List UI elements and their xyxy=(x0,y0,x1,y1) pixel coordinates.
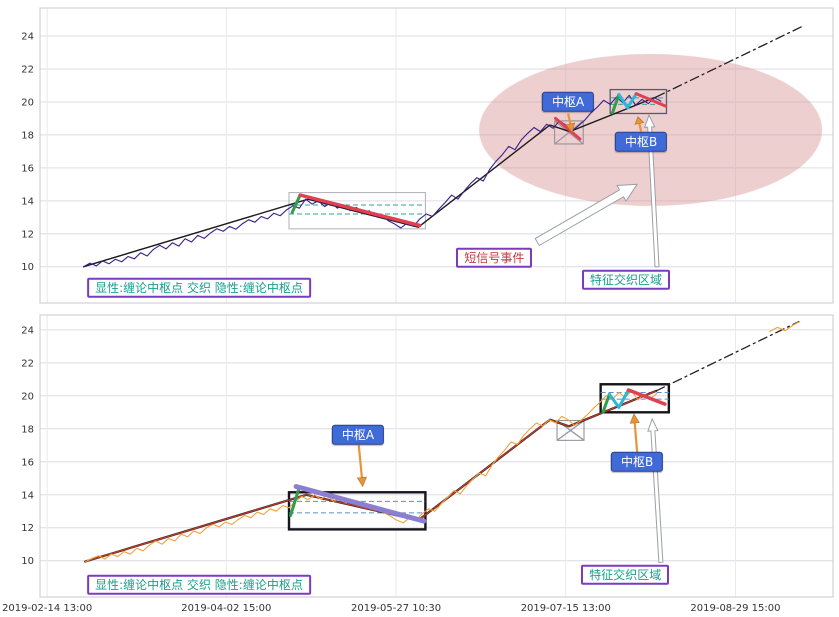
segment-cyan xyxy=(617,92,638,110)
orange-arrow-head xyxy=(634,116,645,125)
segment-cyan xyxy=(607,388,630,409)
interweave-cross-line xyxy=(554,120,584,145)
segment-green xyxy=(290,193,302,214)
segment-red xyxy=(626,388,667,406)
segment-green xyxy=(611,93,621,115)
x-tick-label: 2019-02-14 13:00 xyxy=(2,603,92,614)
orange-arrow-head xyxy=(565,122,576,134)
y-tick-label: 14 xyxy=(21,490,34,501)
segment-green xyxy=(601,392,611,414)
pivot-box xyxy=(287,491,427,531)
plot-border xyxy=(39,7,834,304)
y-tick-label: 20 xyxy=(21,97,34,108)
bottom-chart-group: 10 12 14 16 18 20 22 24 2019-02-14 13:00 2019-04-… xyxy=(2,314,834,614)
y-tick-label: 10 xyxy=(21,556,34,567)
y-tick-label: 24 xyxy=(21,32,34,43)
hollow-arrow xyxy=(647,417,664,564)
pivot-box xyxy=(599,383,671,414)
y-tick-label: 12 xyxy=(21,229,34,240)
y-tick-label: 18 xyxy=(21,424,34,435)
trend-line-red xyxy=(84,390,657,563)
orange-arrow-shaft xyxy=(638,123,643,132)
x-tick-label: 2019-04-02 15:00 xyxy=(181,603,271,614)
plot-border xyxy=(39,314,834,598)
hollow-arrow xyxy=(643,113,660,268)
segment-purple xyxy=(293,484,427,524)
segment-red xyxy=(298,193,422,228)
y-tick-label: 10 xyxy=(21,262,34,273)
hollow-arrow xyxy=(534,183,639,247)
interweave-cross-line xyxy=(556,420,585,441)
y-tick-label: 20 xyxy=(21,391,34,402)
pivot-box xyxy=(556,420,585,441)
segment-red xyxy=(554,116,582,141)
trend-line xyxy=(82,96,657,268)
projection-line xyxy=(655,25,804,98)
orange-arrow-shaft xyxy=(633,422,639,452)
x-tick-label: 2019-05-27 10:30 xyxy=(351,603,441,614)
y-tick-label: 16 xyxy=(21,163,34,174)
y-tick-label: 12 xyxy=(21,523,34,534)
projection-line xyxy=(655,320,800,392)
segment-red xyxy=(634,92,668,108)
price-tail xyxy=(769,321,801,333)
y-tick-label: 16 xyxy=(21,457,34,468)
pivot-box xyxy=(288,192,426,230)
y-tick-label: 22 xyxy=(21,358,34,369)
pivot-box xyxy=(609,88,668,115)
orange-arrow-head xyxy=(356,476,367,488)
x-tick-label: 2019-07-15 13:00 xyxy=(521,603,611,614)
y-tick-label: 14 xyxy=(21,196,34,207)
orange-arrow-shaft xyxy=(357,445,363,478)
orange-arrow-head xyxy=(629,413,640,424)
y-tick-label: 22 xyxy=(21,64,34,75)
y-tick-label: 24 xyxy=(21,325,34,336)
orange-arrow-shaft xyxy=(567,113,572,125)
top-chart-group: 10 12 14 16 18 20 22 24 xyxy=(21,7,834,304)
x-tick-label: 2019-08-29 15:00 xyxy=(690,603,780,614)
segment-green xyxy=(289,488,300,517)
y-tick-label: 18 xyxy=(21,130,34,141)
